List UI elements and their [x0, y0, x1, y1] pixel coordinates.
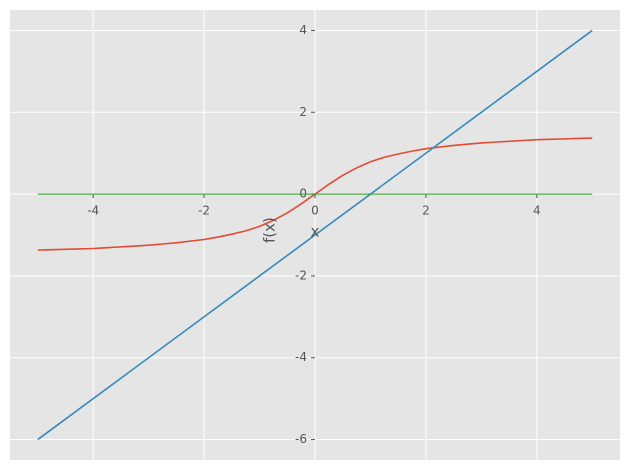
series-line — [37, 29, 593, 441]
y-axis-label: f(x) — [261, 217, 279, 243]
y-tick-label: 4 — [299, 23, 307, 37]
x-tick-label: 4 — [533, 204, 541, 218]
y-tick-label: -6 — [295, 432, 307, 446]
x-tick-label: 0 — [311, 204, 319, 218]
x-axis-label: x — [311, 223, 320, 241]
y-tick-label: -4 — [295, 350, 307, 364]
x-tick-label: 2 — [422, 204, 430, 218]
y-tick-label: 2 — [299, 105, 307, 119]
x-tick-label: -4 — [87, 204, 99, 218]
y-tick-label: -2 — [295, 268, 307, 282]
x-tick-label: -2 — [198, 204, 210, 218]
